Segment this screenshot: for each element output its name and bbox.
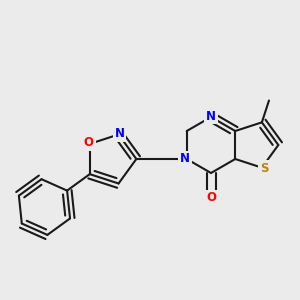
Text: O: O [84, 136, 94, 149]
Text: S: S [260, 162, 268, 175]
Text: N: N [180, 152, 190, 166]
Text: N: N [206, 110, 216, 122]
Text: N: N [115, 127, 124, 140]
Text: O: O [206, 191, 216, 204]
